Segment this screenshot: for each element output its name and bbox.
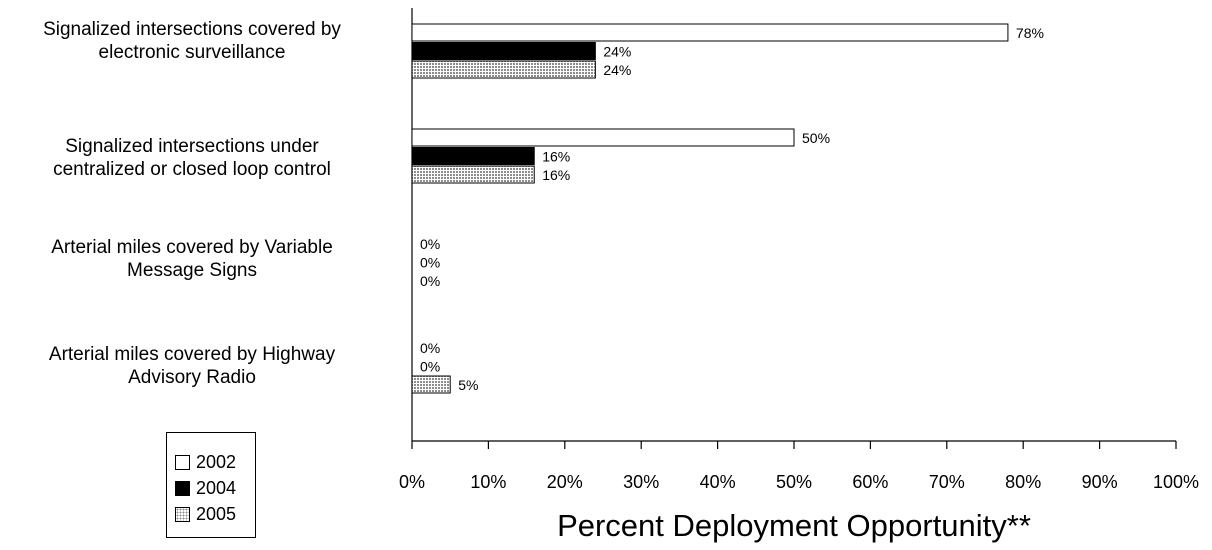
data-label-2002-3: 0%	[420, 236, 440, 252]
x-tick-label: 100%	[1153, 472, 1199, 492]
category-label-1-line-1: Signalized intersections covered by	[43, 19, 341, 40]
bar-2002-2	[411, 128, 795, 147]
x-tick-label: 70%	[929, 472, 965, 492]
category-label-3-line-1: Arterial miles covered by Variable	[51, 237, 333, 258]
data-label-2002-4: 0%	[420, 340, 440, 356]
x-tick-label: 0%	[399, 472, 425, 492]
x-tick-label: 10%	[470, 472, 506, 492]
x-tick-label: 20%	[547, 472, 583, 492]
legend-item-2005: 2005	[175, 501, 255, 527]
legend-swatch-2002	[175, 454, 190, 470]
bar-2005-2	[411, 165, 535, 184]
legend-swatch-2004	[175, 480, 190, 496]
x-tick-label: 50%	[776, 472, 812, 492]
legend: 2002 2004 2005	[166, 432, 256, 538]
data-label-2004-2: 16%	[542, 149, 570, 165]
data-label-2005-2: 16%	[542, 167, 570, 183]
data-label-2005-4: 5%	[458, 377, 478, 393]
x-tick-label: 80%	[1005, 472, 1041, 492]
data-label-2002-2: 50%	[802, 130, 830, 146]
data-label-2004-1: 24%	[603, 44, 631, 60]
bar-2005-1	[411, 60, 596, 79]
legend-label-2002: 2002	[196, 451, 237, 472]
data-label-2004-3: 0%	[420, 255, 440, 271]
legend-label-2004: 2004	[196, 477, 237, 498]
data-label-2005-3: 0%	[420, 273, 440, 289]
category-label-1-line-2: electronic surveillance	[98, 42, 286, 63]
category-label-4: Arterial miles covered by Highway Adviso…	[0, 343, 392, 389]
category-label-4-line-2: Advisory Radio	[128, 367, 256, 388]
bar-2002-1	[411, 23, 1009, 42]
category-label-3-line-2: Message Signs	[127, 260, 257, 281]
category-label-2-line-2: centralized or closed loop control	[53, 159, 331, 180]
bar-2005-4	[411, 375, 451, 394]
category-label-2: Signalized intersections under centraliz…	[0, 135, 392, 181]
x-tick-label: 90%	[1082, 472, 1118, 492]
legend-item-2002: 2002	[175, 449, 255, 475]
legend-item-2004: 2004	[175, 475, 255, 501]
x-tick-label: 60%	[852, 472, 888, 492]
data-label-2004-4: 0%	[420, 359, 440, 375]
legend-label-2005: 2005	[196, 503, 237, 524]
bar-2004-1	[411, 42, 596, 60]
x-axis-title: Percent Deployment Opportunity**	[557, 508, 1031, 543]
legend-swatch-2005	[175, 506, 190, 522]
x-tick-label: 40%	[700, 472, 736, 492]
data-label-2005-1: 24%	[603, 62, 631, 78]
bar-2004-2	[411, 147, 535, 165]
category-label-4-line-1: Arterial miles covered by Highway	[48, 344, 336, 365]
category-label-2-line-1: Signalized intersections under	[65, 136, 319, 157]
data-label-2002-1: 78%	[1016, 25, 1044, 41]
category-label-3: Arterial miles covered by Variable Messa…	[0, 236, 392, 282]
category-label-1: Signalized intersections covered by elec…	[0, 18, 392, 64]
x-tick-label: 30%	[623, 472, 659, 492]
